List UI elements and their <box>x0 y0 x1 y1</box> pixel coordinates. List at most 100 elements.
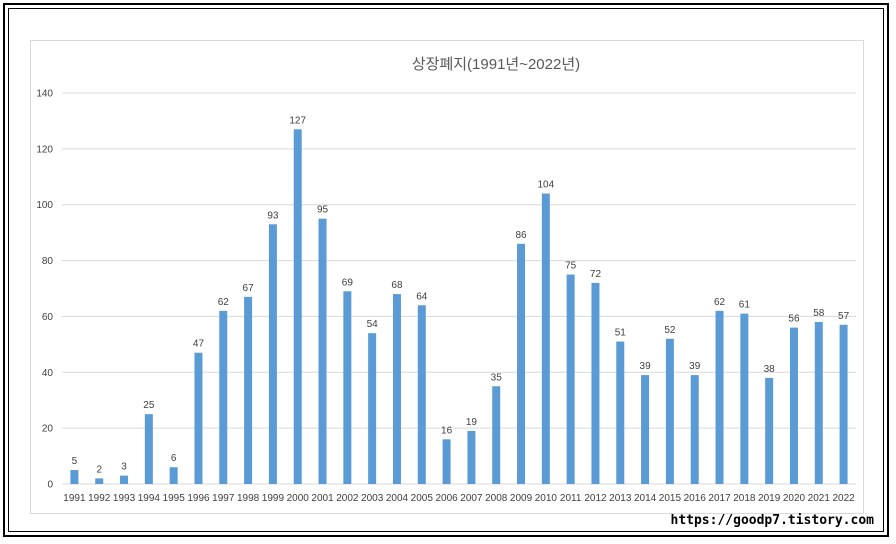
data-label: 39 <box>689 361 701 372</box>
y-tick-label: 40 <box>42 368 54 379</box>
data-label: 64 <box>416 291 428 302</box>
bar <box>169 467 178 484</box>
x-tick-label: 1994 <box>138 493 161 504</box>
bar <box>591 282 600 484</box>
x-tick-label: 1996 <box>187 493 210 504</box>
x-tick-label: 1995 <box>163 493 186 504</box>
x-tick-label: 2011 <box>560 493 582 504</box>
x-tick-label: 2001 <box>311 493 334 504</box>
bar <box>814 322 823 484</box>
bar <box>715 310 724 484</box>
data-label: 62 <box>218 297 230 308</box>
y-tick-label: 140 <box>36 89 53 100</box>
bar <box>616 341 625 484</box>
y-tick-label: 20 <box>42 424 54 435</box>
data-label: 5 <box>72 456 78 467</box>
x-tick-label: 2022 <box>832 493 855 504</box>
data-label: 38 <box>764 364 776 375</box>
bar <box>268 224 277 484</box>
chart-title: 상장폐지(1991년~2022년) <box>412 56 580 73</box>
bar <box>839 324 848 484</box>
data-label: 52 <box>664 325 676 336</box>
data-label: 58 <box>813 308 825 319</box>
bar <box>120 475 129 484</box>
bar <box>765 377 774 484</box>
data-label: 2 <box>96 464 102 475</box>
bar <box>566 274 575 484</box>
bar <box>343 291 352 484</box>
x-tick-label: 2013 <box>609 493 632 504</box>
data-label: 19 <box>466 417 478 428</box>
x-tick-label: 2009 <box>510 493 533 504</box>
bar <box>665 338 674 484</box>
data-label: 57 <box>838 311 850 322</box>
watermark-url: https://goodp7.tistory.com <box>670 513 875 528</box>
bar <box>740 313 749 484</box>
chart-area <box>30 40 864 514</box>
data-label: 127 <box>289 115 306 126</box>
data-label: 6 <box>171 453 177 464</box>
data-label: 68 <box>391 280 403 291</box>
data-label: 51 <box>615 328 627 339</box>
y-tick-label: 0 <box>47 480 53 491</box>
bar <box>194 352 203 484</box>
x-tick-label: 1991 <box>63 493 86 504</box>
data-label: 72 <box>590 269 602 280</box>
x-tick-label: 2016 <box>684 493 707 504</box>
bar <box>467 430 476 484</box>
x-tick-label: 1999 <box>262 493 285 504</box>
x-tick-label: 2014 <box>634 493 657 504</box>
y-tick-label: 80 <box>42 256 54 267</box>
x-tick-label: 2000 <box>287 493 310 504</box>
x-tick-label: 1992 <box>88 493 111 504</box>
bar <box>144 414 153 484</box>
data-label: 35 <box>491 372 503 383</box>
bar <box>392 294 401 484</box>
x-tick-label: 2017 <box>708 493 731 504</box>
data-label: 3 <box>121 462 127 473</box>
bar <box>690 375 699 484</box>
inner-frame <box>8 8 884 532</box>
x-tick-label: 2018 <box>733 493 756 504</box>
bar <box>641 375 650 484</box>
data-label: 75 <box>565 261 577 272</box>
x-tick-label: 1997 <box>212 493 235 504</box>
bar <box>293 129 302 485</box>
x-tick-label: 2008 <box>485 493 508 504</box>
bar <box>417 305 426 484</box>
data-label: 61 <box>739 300 751 311</box>
x-tick-label: 2010 <box>535 493 558 504</box>
bar <box>244 296 253 484</box>
y-tick-label: 100 <box>36 200 53 211</box>
bar <box>318 218 327 484</box>
x-tick-label: 2006 <box>435 493 458 504</box>
data-label: 56 <box>788 314 800 325</box>
data-label: 25 <box>143 400 155 411</box>
data-label: 95 <box>317 205 329 216</box>
x-tick-label: 2021 <box>808 493 831 504</box>
data-label: 93 <box>267 210 279 221</box>
x-tick-label: 1993 <box>113 493 136 504</box>
x-tick-label: 2007 <box>460 493 483 504</box>
bar <box>219 310 228 484</box>
outer-frame <box>3 3 889 537</box>
data-label: 16 <box>441 425 453 436</box>
x-tick-label: 2003 <box>361 493 384 504</box>
y-tick-label: 60 <box>42 312 54 323</box>
bar <box>492 386 501 484</box>
data-label: 69 <box>342 277 354 288</box>
data-label: 62 <box>714 297 726 308</box>
x-tick-label: 2012 <box>584 493 607 504</box>
x-tick-label: 2020 <box>783 493 806 504</box>
x-tick-label: 2005 <box>411 493 434 504</box>
data-label: 104 <box>538 180 555 191</box>
x-tick-label: 2004 <box>386 493 409 504</box>
bar <box>95 478 104 484</box>
bar <box>517 243 526 484</box>
data-label: 86 <box>515 230 527 241</box>
bar <box>368 333 377 484</box>
data-label: 39 <box>640 361 652 372</box>
bar <box>70 470 79 484</box>
y-tick-label: 120 <box>36 144 53 155</box>
